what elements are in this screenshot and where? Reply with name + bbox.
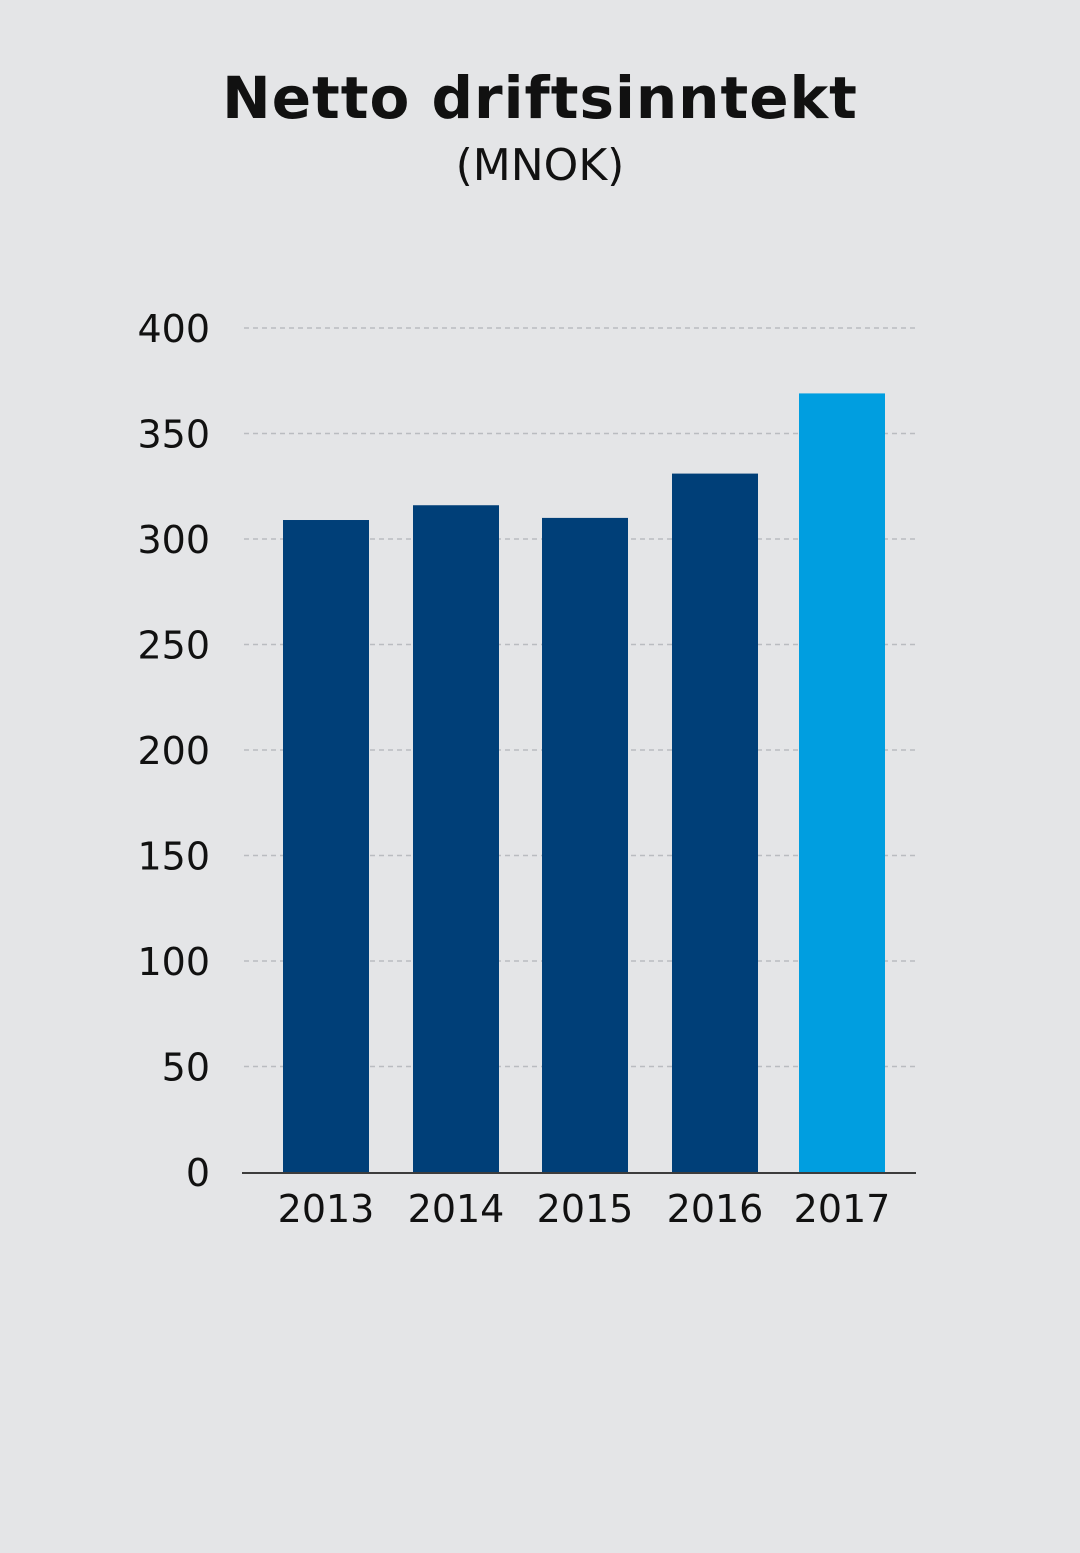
x-tick-label: 2013 bbox=[278, 1187, 375, 1231]
x-tick-label: 2016 bbox=[667, 1187, 764, 1231]
chart-title: Netto driftsinntekt bbox=[222, 64, 858, 132]
bar-2014 bbox=[413, 505, 499, 1172]
y-tick-label: 150 bbox=[137, 835, 210, 879]
y-tick-label: 350 bbox=[137, 413, 210, 457]
y-tick-label: 400 bbox=[137, 307, 210, 351]
x-axis-ticks: 2013 2014 2015 2016 2017 bbox=[278, 1187, 891, 1231]
y-tick-label: 200 bbox=[137, 729, 210, 773]
chart-subtitle: (MNOK) bbox=[455, 140, 625, 191]
y-tick-label: 0 bbox=[186, 1151, 210, 1195]
x-tick-label: 2015 bbox=[537, 1187, 634, 1231]
bar-2016 bbox=[672, 473, 758, 1173]
y-tick-label: 100 bbox=[137, 940, 210, 984]
x-tick-label: 2014 bbox=[408, 1187, 505, 1231]
bar-2013 bbox=[283, 520, 369, 1172]
y-tick-label: 250 bbox=[137, 624, 210, 668]
y-tick-label: 50 bbox=[162, 1046, 210, 1090]
bar-2017 bbox=[799, 393, 885, 1172]
bars bbox=[283, 393, 885, 1173]
y-tick-label: 300 bbox=[137, 518, 210, 562]
x-tick-label: 2017 bbox=[794, 1187, 891, 1231]
bar-2015 bbox=[542, 517, 628, 1172]
y-axis-ticks: 0 50 100 150 200 250 300 350 400 bbox=[137, 307, 210, 1195]
